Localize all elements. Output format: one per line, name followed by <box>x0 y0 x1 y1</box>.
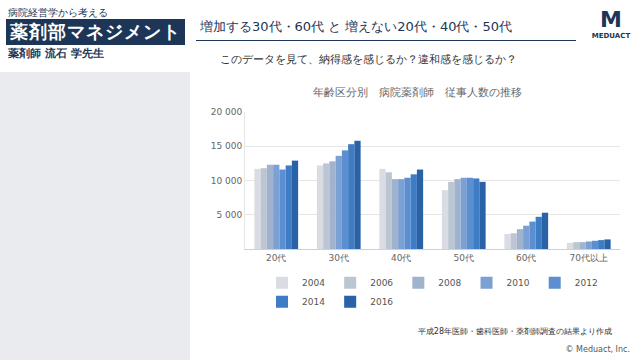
html-text:病院経営学から考える: 病院経営学から考える <box>8 7 108 18</box>
svg-text:15 000: 15 000 <box>211 141 243 151</box>
svg-text:2012: 2012 <box>575 278 598 288</box>
svg-text:20代: 20代 <box>266 253 286 263</box>
svg-text:40代: 40代 <box>391 253 411 263</box>
svg-text:20 000: 20 000 <box>211 107 243 117</box>
svg-text:5 000: 5 000 <box>216 210 242 220</box>
svg-text:10 000: 10 000 <box>211 176 243 186</box>
svg-text:2010: 2010 <box>507 278 530 288</box>
html-text:薬剤部マネジメント: 薬剤部マネジメント <box>10 21 181 42</box>
html-text:平成28年医師・歯科医師・薬剤師調査の結果より作成: 平成28年医師・歯科医師・薬剤師調査の結果より作成 <box>417 327 612 336</box>
html-text:MEDUACT: MEDUACT <box>591 32 631 40</box>
svg-text:70代以上: 70代以上 <box>570 253 608 263</box>
svg-text:2008: 2008 <box>438 278 461 288</box>
svg-text:60代: 60代 <box>516 253 536 263</box>
svg-text:2006: 2006 <box>370 278 393 288</box>
svg-text:30代: 30代 <box>329 253 349 263</box>
html-text:M: M <box>600 7 622 32</box>
html-text:増加する30代・60代 と 増えない20代・40代・50代: 増加する30代・60代 と 増えない20代・40代・50代 <box>200 19 512 34</box>
html-text:このデータを見て、納得感を感じるか？違和感を感じるか？: このデータを見て、納得感を感じるか？違和感を感じるか？ <box>220 53 517 66</box>
svg-text:50代: 50代 <box>454 253 474 263</box>
svg-text:年齢区分別 病院薬剤師 従事人数の推移: 年齢区分別 病院薬剤師 従事人数の推移 <box>313 86 522 99</box>
html-text:薬剤師 流石 学先生: 薬剤師 流石 学先生 <box>8 47 104 60</box>
svg-text:2014: 2014 <box>302 297 325 307</box>
svg-text:2004: 2004 <box>302 278 325 288</box>
svg-text:2016: 2016 <box>370 297 393 307</box>
html-text:© Meduact, Inc.: © Meduact, Inc. <box>565 345 630 354</box>
